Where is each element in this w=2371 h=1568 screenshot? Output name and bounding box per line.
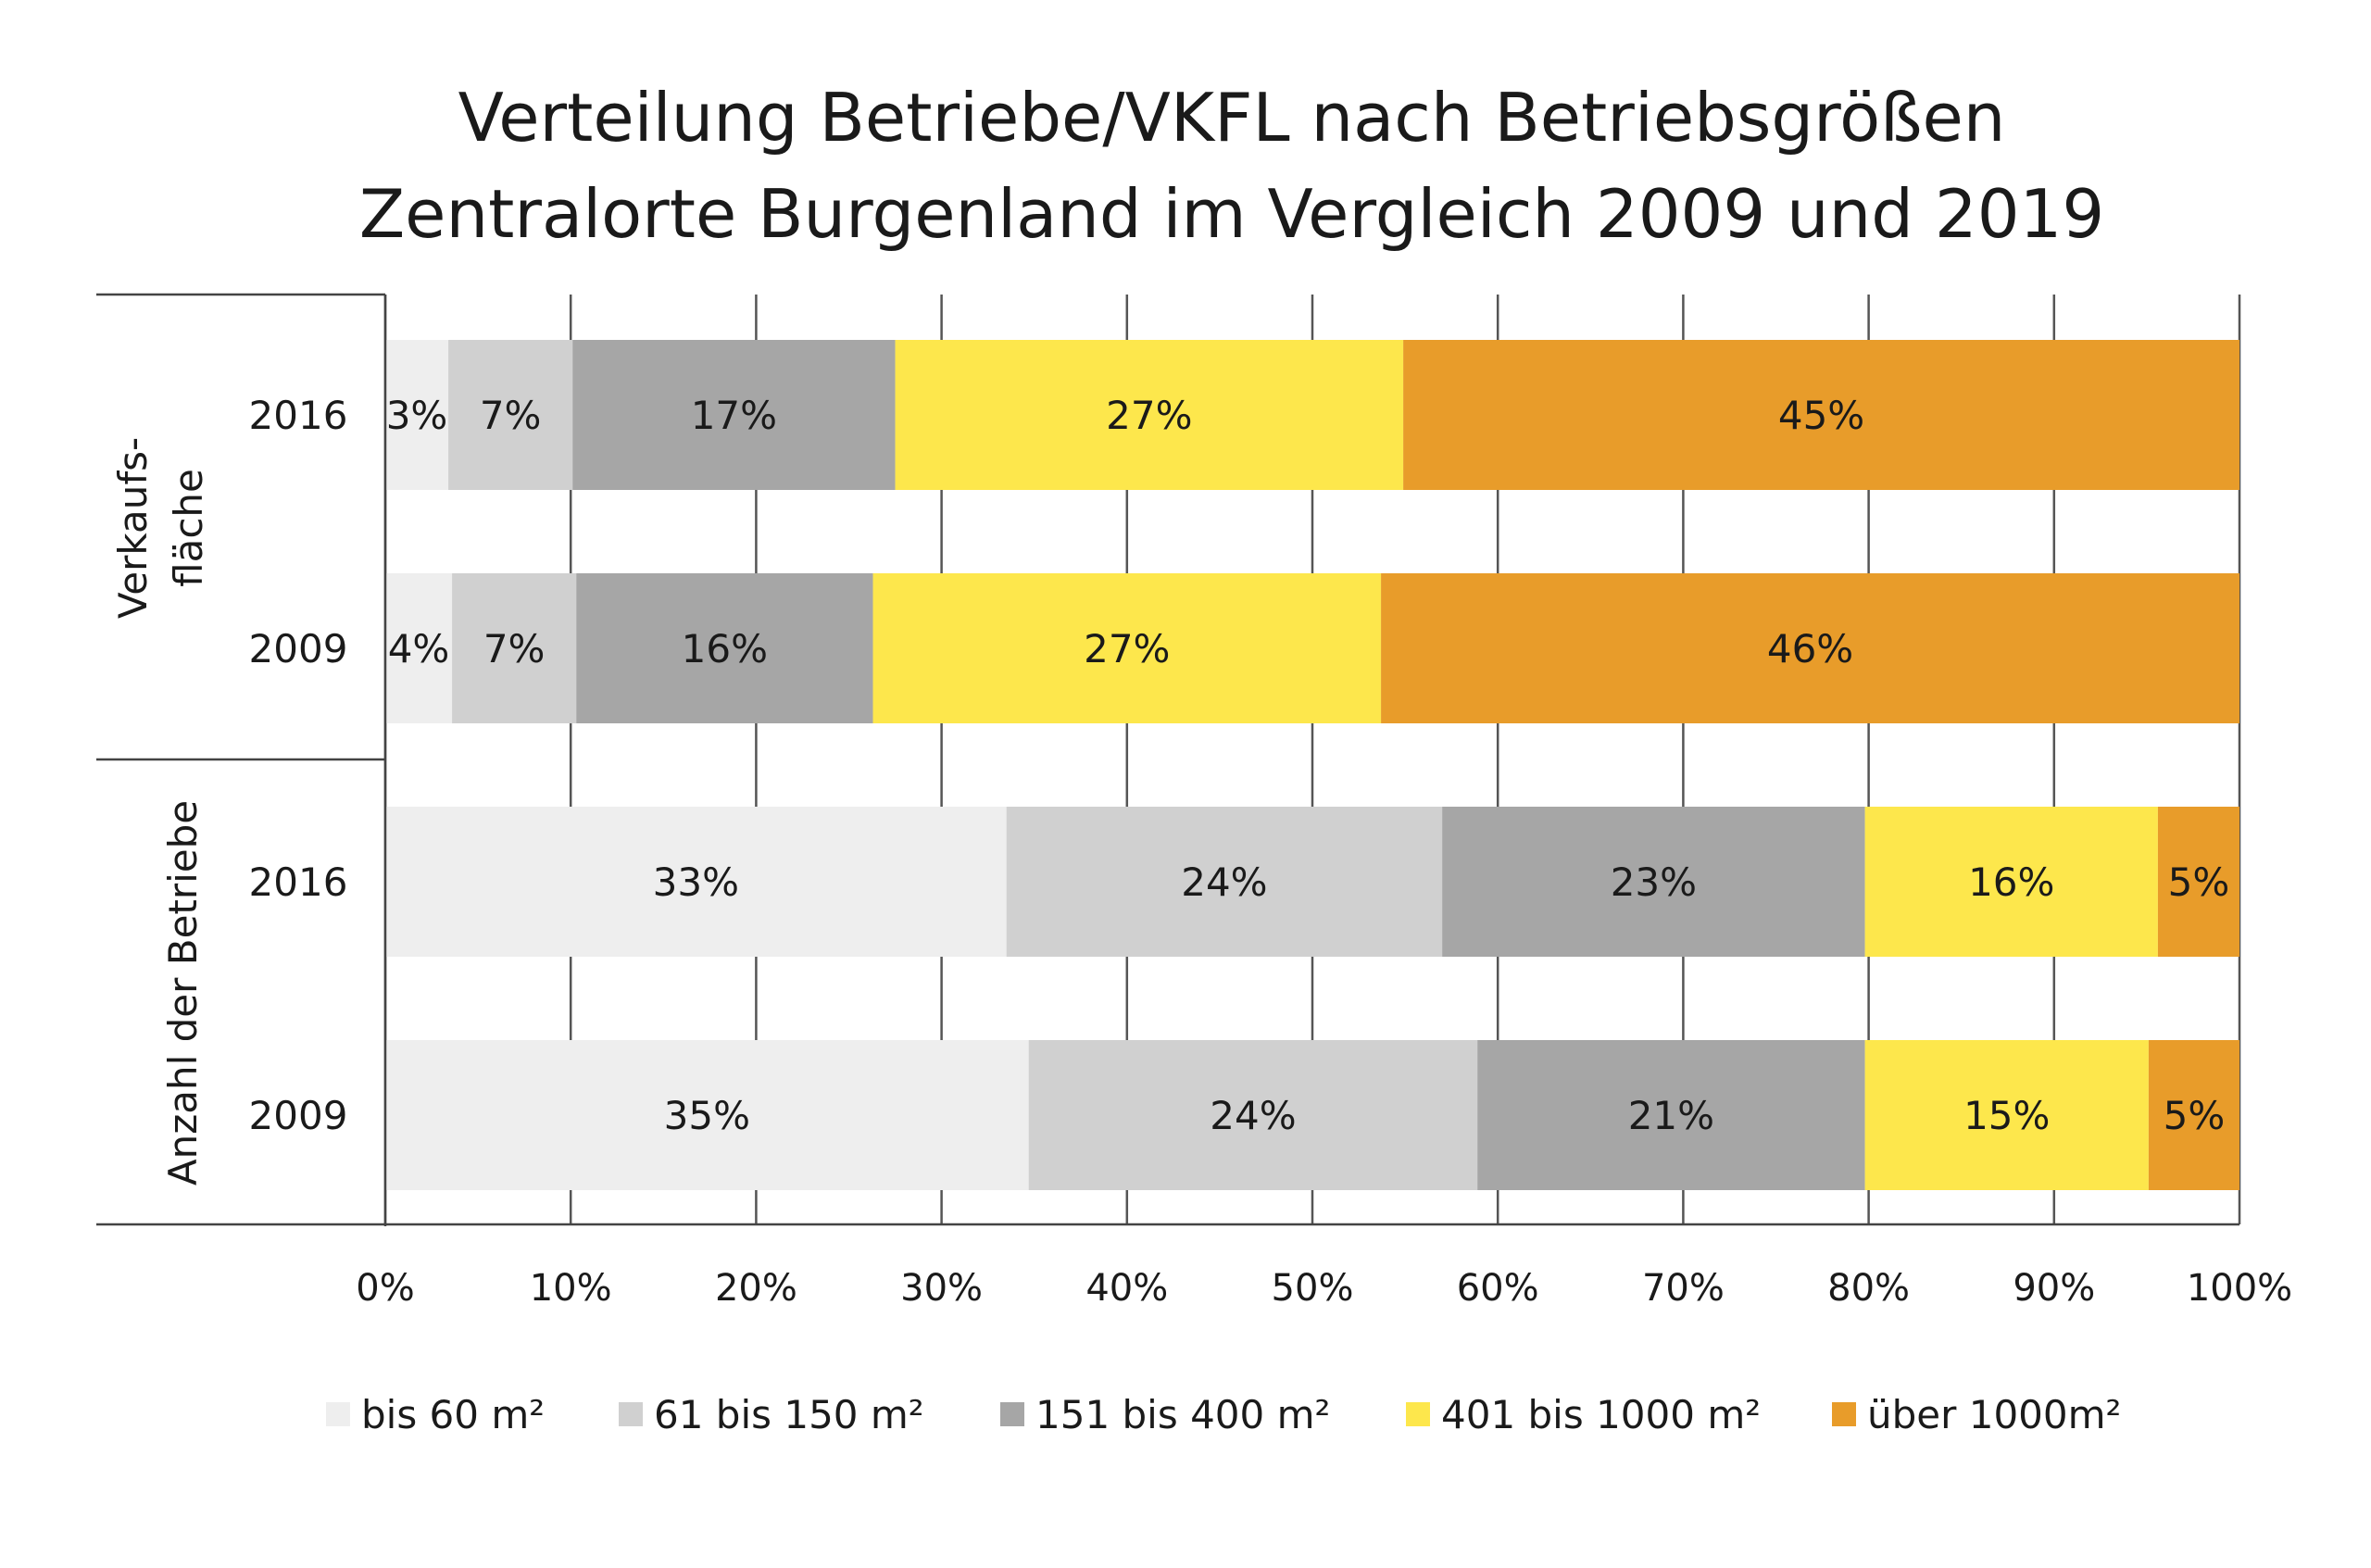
chart-title-line-1: Verteilung Betriebe/VKFL nach Betriebsgr…: [458, 79, 2006, 157]
data-label: 23%: [1611, 859, 1697, 905]
bar-segment: [572, 340, 896, 490]
group-label-line: fläche: [166, 469, 211, 587]
data-label: 17%: [691, 393, 777, 438]
legend-swatch: [1000, 1402, 1024, 1426]
x-tick-label: 80%: [1827, 1267, 1910, 1310]
group-label-line: Verkaufs-: [110, 437, 156, 619]
legend-swatch: [1406, 1402, 1430, 1426]
legend-label: 401 bis 1000 m²: [1441, 1392, 1761, 1437]
bar-segment: [385, 1040, 1029, 1190]
data-label: 27%: [1084, 626, 1170, 671]
bar-segment: [1477, 1040, 1865, 1190]
legend-item: 151 bis 400 m²: [1000, 1392, 1330, 1437]
bar-segment: [872, 573, 1382, 723]
legend-label: über 1000m²: [1867, 1392, 2121, 1437]
group-label-anzahl: Anzahl der Betriebe: [160, 800, 206, 1185]
data-label: 16%: [682, 626, 768, 671]
data-label: 15%: [1963, 1093, 2050, 1138]
data-label: 16%: [1968, 859, 2054, 905]
legend-label: bis 60 m²: [361, 1392, 545, 1437]
x-tick-label: 100%: [2187, 1267, 2292, 1310]
legend-label: 61 bis 150 m²: [654, 1392, 924, 1437]
bar-segment: [1442, 807, 1865, 957]
data-label: 3%: [386, 393, 448, 438]
bars: 3% 7% 17% 27% 45% 4% 7% 16% 27% 46% 33% 24% 23% 16% 5%…: [385, 340, 2239, 1190]
group-label-line: Anzahl der Betriebe: [160, 800, 206, 1185]
legend: bis 60 m² 61 bis 150 m² 151 bis 400 m² 401 …: [326, 1392, 2121, 1437]
data-label: 5%: [2168, 859, 2230, 905]
bar-row-1: 3% 7% 17% 27% 45%: [385, 340, 2239, 490]
bar-row-4: 35% 24% 21% 15% 5%: [385, 1040, 2239, 1190]
legend-item: über 1000m²: [1832, 1392, 2121, 1437]
data-label: 5%: [2164, 1093, 2226, 1138]
x-tick-label: 20%: [715, 1267, 797, 1310]
chart-title-line-2: Zentralorte Burgenland im Vergleich 2009…: [359, 175, 2104, 253]
group-label-verkaufsflaeche: Verkaufs-fläche: [110, 437, 211, 619]
data-label: 35%: [664, 1093, 750, 1138]
data-label: 24%: [1210, 1093, 1296, 1138]
legend-swatch: [1832, 1402, 1856, 1426]
bar-segment: [448, 340, 573, 490]
category-label: 2009: [249, 626, 348, 671]
legend-swatch: [326, 1402, 350, 1426]
x-tick-label: 50%: [1272, 1267, 1354, 1310]
x-axis-ticks: 0% 10% 20% 30% 40% 50% 60% 70% 80% 90% 100%: [356, 1267, 2292, 1310]
legend-swatch: [619, 1402, 643, 1426]
bar-segment: [1006, 807, 1443, 957]
x-tick-label: 60%: [1457, 1267, 1539, 1310]
bar-row-2: 4% 7% 16% 27% 46%: [385, 573, 2239, 723]
category-label: 2016: [249, 859, 348, 905]
bar-segment: [385, 340, 449, 490]
bar-segment: [385, 807, 1007, 957]
data-label: 7%: [483, 626, 546, 671]
x-tick-label: 30%: [900, 1267, 983, 1310]
x-tick-label: 70%: [1642, 1267, 1725, 1310]
data-label: 27%: [1106, 393, 1192, 438]
x-tick-label: 0%: [356, 1267, 414, 1310]
bar-segment: [1864, 807, 2158, 957]
bar-segment: [895, 340, 1404, 490]
category-label: 2016: [249, 393, 348, 438]
category-labels: 2016 2009 2016 2009 Verkaufs-fläche Anzahl de…: [110, 393, 347, 1185]
legend-label: 151 bis 400 m²: [1035, 1392, 1330, 1437]
x-tick-label: 10%: [530, 1267, 612, 1310]
data-label: 33%: [653, 859, 739, 905]
axis-frame: [96, 293, 2239, 1226]
x-tick-label: 40%: [1085, 1267, 1168, 1310]
bar-segment: [2157, 807, 2239, 957]
category-label: 2009: [249, 1093, 348, 1138]
legend-item: bis 60 m²: [326, 1392, 545, 1437]
bar-segment: [1028, 1040, 1478, 1190]
data-label: 46%: [1767, 626, 1853, 671]
data-label: 21%: [1628, 1093, 1714, 1138]
bar-segment: [1403, 340, 2239, 490]
data-label: 7%: [480, 393, 542, 438]
legend-item: 401 bis 1000 m²: [1406, 1392, 1761, 1437]
bar-segment: [576, 573, 873, 723]
data-label: 4%: [388, 626, 450, 671]
bar-segment: [1864, 1040, 2149, 1190]
bar-segment: [385, 573, 453, 723]
x-tick-label: 90%: [2013, 1267, 2095, 1310]
bar-row-3: 33% 24% 23% 16% 5%: [385, 807, 2239, 957]
bar-segment: [452, 573, 577, 723]
data-label: 45%: [1778, 393, 1864, 438]
bar-segment: [1381, 573, 2239, 723]
chart-title: Verteilung Betriebe/VKFL nach Betriebsgr…: [359, 79, 2104, 253]
data-label: 24%: [1181, 859, 1267, 905]
bar-segment: [2148, 1040, 2239, 1190]
legend-item: 61 bis 150 m²: [619, 1392, 924, 1437]
